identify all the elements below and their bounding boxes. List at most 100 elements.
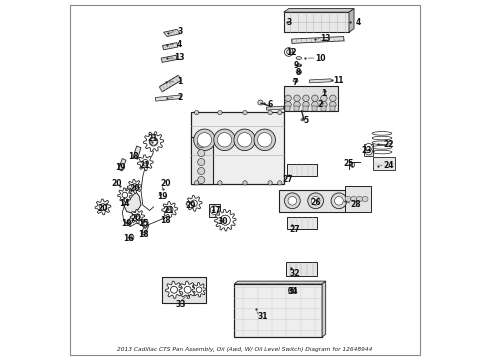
Circle shape <box>243 181 247 185</box>
Polygon shape <box>287 164 317 176</box>
Circle shape <box>197 167 205 175</box>
Ellipse shape <box>143 219 148 227</box>
Polygon shape <box>179 281 196 298</box>
Ellipse shape <box>372 136 392 140</box>
Polygon shape <box>166 281 183 298</box>
Ellipse shape <box>296 57 301 59</box>
Text: 19: 19 <box>115 163 125 172</box>
Polygon shape <box>155 95 181 101</box>
Circle shape <box>330 95 336 102</box>
Polygon shape <box>310 79 331 83</box>
Circle shape <box>312 102 318 108</box>
Circle shape <box>142 159 148 166</box>
Circle shape <box>171 286 177 293</box>
Circle shape <box>294 102 300 108</box>
Polygon shape <box>322 281 326 337</box>
Polygon shape <box>234 281 326 284</box>
Text: 34: 34 <box>287 287 297 296</box>
Polygon shape <box>118 188 132 202</box>
Circle shape <box>285 95 291 102</box>
Text: 21: 21 <box>139 161 150 170</box>
Ellipse shape <box>372 132 392 135</box>
Circle shape <box>303 95 309 102</box>
Text: 31: 31 <box>258 312 268 321</box>
Polygon shape <box>127 179 142 194</box>
Text: 28: 28 <box>351 200 362 209</box>
Text: 12: 12 <box>286 48 297 57</box>
Circle shape <box>218 111 222 115</box>
Text: 26: 26 <box>311 198 321 207</box>
Text: 21: 21 <box>164 206 174 215</box>
Polygon shape <box>130 210 145 224</box>
Polygon shape <box>127 217 134 225</box>
Text: 10: 10 <box>315 54 325 63</box>
Polygon shape <box>141 224 149 235</box>
Text: 30: 30 <box>218 217 228 226</box>
Circle shape <box>210 206 219 215</box>
Text: 3: 3 <box>286 18 292 27</box>
Circle shape <box>294 95 300 102</box>
Polygon shape <box>209 204 220 217</box>
Text: 20: 20 <box>130 214 141 223</box>
Circle shape <box>197 149 205 157</box>
Circle shape <box>308 193 323 209</box>
Circle shape <box>220 215 230 225</box>
Text: 7: 7 <box>293 78 298 87</box>
Polygon shape <box>162 277 205 303</box>
Circle shape <box>234 129 255 150</box>
Ellipse shape <box>372 145 392 149</box>
Circle shape <box>351 196 357 202</box>
Circle shape <box>220 215 230 225</box>
Text: 15: 15 <box>138 219 148 228</box>
Text: 11: 11 <box>333 76 343 85</box>
Text: 21: 21 <box>147 134 158 143</box>
Polygon shape <box>133 146 141 159</box>
Polygon shape <box>284 12 349 32</box>
Polygon shape <box>364 144 373 156</box>
Ellipse shape <box>372 150 392 154</box>
Ellipse shape <box>296 64 301 67</box>
Polygon shape <box>119 158 126 171</box>
Circle shape <box>149 137 158 146</box>
Bar <box>285 107 290 111</box>
Ellipse shape <box>372 141 392 144</box>
Circle shape <box>268 181 272 185</box>
Circle shape <box>195 111 199 115</box>
Circle shape <box>285 193 300 209</box>
Text: 20: 20 <box>130 184 140 193</box>
Circle shape <box>311 197 320 205</box>
Circle shape <box>350 163 355 167</box>
Circle shape <box>100 204 106 210</box>
Ellipse shape <box>301 119 304 121</box>
Text: 2: 2 <box>177 93 182 102</box>
Circle shape <box>303 102 309 108</box>
Text: 9: 9 <box>294 62 299 71</box>
Circle shape <box>167 206 173 213</box>
Text: 19: 19 <box>121 219 131 228</box>
Polygon shape <box>344 186 370 212</box>
Circle shape <box>288 197 296 205</box>
Circle shape <box>197 176 205 184</box>
Circle shape <box>335 197 343 205</box>
Text: 8: 8 <box>295 68 301 77</box>
Circle shape <box>320 102 327 108</box>
Circle shape <box>254 129 275 150</box>
Circle shape <box>135 214 140 219</box>
Circle shape <box>243 111 247 115</box>
Circle shape <box>312 95 318 102</box>
Circle shape <box>132 184 137 189</box>
Circle shape <box>331 193 347 209</box>
Text: 6: 6 <box>268 100 273 109</box>
Text: 24: 24 <box>383 161 393 170</box>
Bar <box>320 107 326 111</box>
Text: 2013 Cadillac CTS Pan Assembly, Oil (Awd, W/ Oil Level Switch) Diagram for 12648: 2013 Cadillac CTS Pan Assembly, Oil (Awd… <box>117 347 373 352</box>
Polygon shape <box>144 132 164 152</box>
Polygon shape <box>137 155 153 171</box>
Circle shape <box>285 48 293 56</box>
Polygon shape <box>284 9 354 12</box>
Polygon shape <box>234 284 322 337</box>
Bar <box>312 107 317 111</box>
Text: 19: 19 <box>157 192 168 201</box>
Polygon shape <box>162 202 177 217</box>
Bar <box>303 107 308 111</box>
